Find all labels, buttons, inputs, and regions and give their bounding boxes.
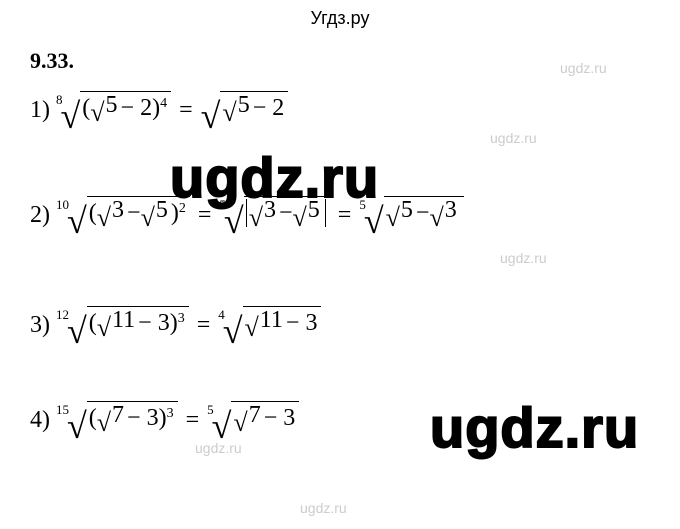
equals-sign: = xyxy=(179,97,193,124)
radical-symbol: √ xyxy=(67,211,87,233)
inner-radical: √ 7 xyxy=(233,404,263,432)
minus-term: − 2 xyxy=(253,95,285,122)
inner-radical: √ 5 xyxy=(386,199,416,227)
page-header: Угдз.ру xyxy=(0,0,680,29)
eq1-right-radical: √ √ 5 − 2 xyxy=(201,95,289,126)
eq2-left-radical: 10 √ ( √ 3 − √ 5 )2 xyxy=(56,200,190,231)
inner-value: 7 xyxy=(248,401,264,429)
minus-term: − 2 xyxy=(121,95,153,122)
eq3-number: 3) xyxy=(30,312,50,339)
inner-radical: √ 5 xyxy=(222,94,252,122)
radical-symbol: √ xyxy=(249,209,263,227)
inner-value: 3 xyxy=(444,196,460,224)
minus-term: − 3 xyxy=(127,405,159,432)
watermark-small: ugdz.ru xyxy=(500,250,547,266)
power: 2 xyxy=(179,201,186,217)
radical-symbol: √ xyxy=(97,414,111,432)
eq3-left-radical: 12 √ ( √ 11 − 3)3 xyxy=(56,310,189,341)
equals-sign: = xyxy=(186,407,200,434)
minus-term: − 3 xyxy=(138,310,170,337)
eq2-right-radical: 5 √ √ 5 − √ 3 xyxy=(359,200,463,231)
equals-sign: = xyxy=(338,202,352,229)
eq2-left-radicand: ( √ 3 − √ 5 )2 xyxy=(87,196,190,227)
equation-4: 4) 15 √ ( √ 7 − 3)3 = 5 √ √ 7 − 3 xyxy=(30,405,299,436)
eq2-number: 2) xyxy=(30,202,50,229)
watermark-big: ugdz.ru xyxy=(430,395,639,460)
radical-symbol: √ xyxy=(233,414,247,432)
problem-number: 9.33. xyxy=(30,48,74,74)
eq3-right-radicand: √ 11 − 3 xyxy=(243,306,322,337)
power: 3 xyxy=(178,311,185,327)
inner-value: 5 xyxy=(237,91,253,119)
equation-3: 3) 12 √ ( √ 11 − 3)3 = 4 √ √ 11 − 3 xyxy=(30,310,321,341)
inner-radical: √ 7 xyxy=(97,404,127,432)
inner-value: 7 xyxy=(111,401,127,429)
radical-symbol: √ xyxy=(90,104,104,122)
eq1-left-radical: 8 √ ( √ 5 − 2)4 xyxy=(56,95,171,126)
radical-symbol: √ xyxy=(245,319,259,337)
power: 3 xyxy=(167,406,174,422)
eq2-mid-radicand: √ 3 − √ 5 xyxy=(244,196,330,227)
eq2-mid-radical: 5 √ √ 3 − √ 5 xyxy=(219,200,329,231)
inner-value: 5 xyxy=(400,196,416,224)
inner-radical: √ 11 xyxy=(245,309,286,337)
absolute-value: √ 3 − √ 5 xyxy=(246,199,326,227)
radical-symbol: √ xyxy=(222,104,236,122)
inner-radical: √ 5 xyxy=(141,199,171,227)
radical-symbol: √ xyxy=(212,416,232,438)
eq3-right-radical: 4 √ √ 11 − 3 xyxy=(218,310,321,341)
eq3-left-radicand: ( √ 11 − 3)3 xyxy=(87,306,189,337)
eq4-right-radicand: √ 7 − 3 xyxy=(231,401,299,432)
inner-value: 11 xyxy=(259,306,286,334)
watermark-small: ugdz.ru xyxy=(490,130,537,146)
radical-symbol: √ xyxy=(67,321,87,343)
radical-symbol: √ xyxy=(61,106,81,128)
radical-symbol: √ xyxy=(293,209,307,227)
radical-symbol: √ xyxy=(224,211,244,233)
equation-2: 2) 10 √ ( √ 3 − √ 5 )2 = 5 √ √ 3 − xyxy=(30,200,464,231)
inner-value: 11 xyxy=(111,306,138,334)
minus-term: − 3 xyxy=(264,405,296,432)
radical-symbol: √ xyxy=(97,319,111,337)
equals-sign: = xyxy=(198,202,212,229)
inner-radical: √ 5 xyxy=(90,94,120,122)
inner-radical: √ 3 xyxy=(429,199,459,227)
radical-symbol: √ xyxy=(201,106,221,128)
power: 4 xyxy=(160,96,167,112)
radical-symbol: √ xyxy=(67,416,87,438)
radical-symbol: √ xyxy=(141,209,155,227)
radical-symbol: √ xyxy=(429,209,443,227)
inner-radical: √ 11 xyxy=(97,309,138,337)
radical-symbol: √ xyxy=(97,209,111,227)
eq4-number: 4) xyxy=(30,407,50,434)
inner-radical: √ 3 xyxy=(97,199,127,227)
inner-radical: √ 5 xyxy=(293,199,323,227)
eq1-number: 1) xyxy=(30,97,50,124)
inner-value: 5 xyxy=(155,196,171,224)
radical-symbol: √ xyxy=(364,211,384,233)
minus-term: − 3 xyxy=(286,310,318,337)
watermark-small: ugdz.ru xyxy=(300,500,347,516)
equals-sign: = xyxy=(197,312,211,339)
eq2-right-radicand: √ 5 − √ 3 xyxy=(384,196,464,227)
radical-symbol: √ xyxy=(386,209,400,227)
inner-value: 3 xyxy=(111,196,127,224)
eq1-left-radicand: ( √ 5 − 2)4 xyxy=(80,91,171,122)
eq1-right-radicand: √ 5 − 2 xyxy=(220,91,288,122)
inner-value: 5 xyxy=(307,196,323,224)
inner-radical: √ 3 xyxy=(249,199,279,227)
inner-value: 3 xyxy=(263,196,279,224)
radical-symbol: √ xyxy=(223,321,243,343)
eq4-right-radical: 5 √ √ 7 − 3 xyxy=(207,405,299,436)
inner-value: 5 xyxy=(105,91,121,119)
watermark-small: ugdz.ru xyxy=(560,60,607,76)
eq4-left-radicand: ( √ 7 − 3)3 xyxy=(87,401,178,432)
eq4-left-radical: 15 √ ( √ 7 − 3)3 xyxy=(56,405,178,436)
equation-1: 1) 8 √ ( √ 5 − 2)4 = √ √ 5 − 2 xyxy=(30,95,288,126)
